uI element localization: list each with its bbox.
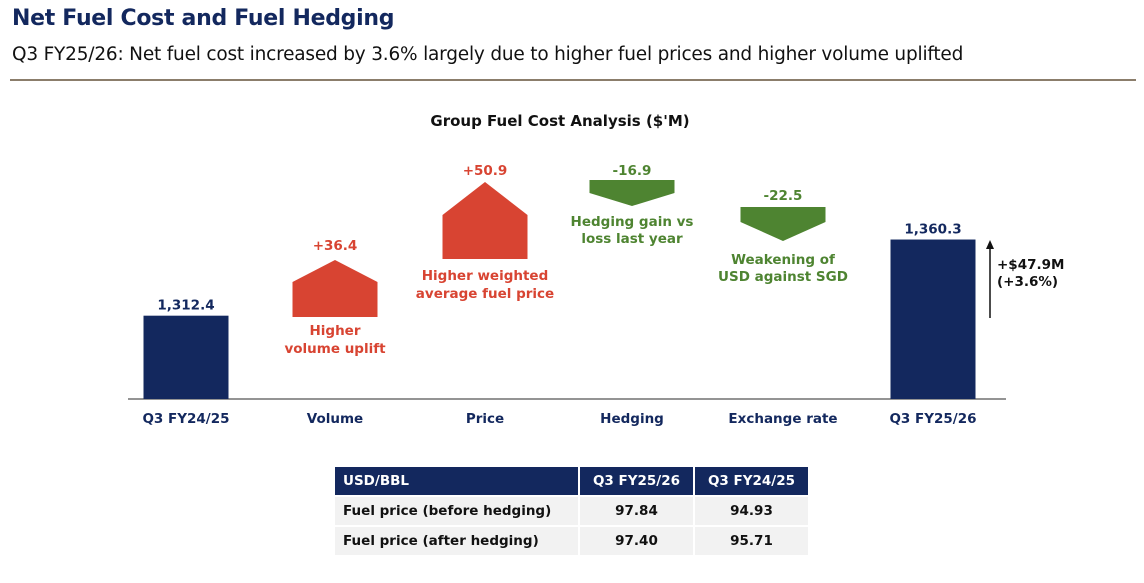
category-label: Volume	[307, 411, 363, 427]
table-cell: 97.84	[579, 495, 695, 526]
chart-title: Group Fuel Cost Analysis ($'M)	[430, 112, 689, 130]
table-cell: 97.40	[579, 525, 695, 555]
title-divider	[10, 79, 1136, 81]
annotation-line: volume uplift	[284, 341, 386, 357]
change-value-label: -22.5	[764, 188, 803, 204]
table-header: Q3 FY25/26	[579, 467, 695, 496]
annotation-line: Weakening of	[731, 252, 835, 268]
annotation-line: Higher weighted	[422, 268, 549, 284]
fuel-price-table: USD/BBL Q3 FY25/26 Q3 FY24/25 Fuel price…	[335, 467, 810, 555]
table-cell: 95.71	[694, 525, 810, 555]
page-subtitle: Q3 FY25/26: Net fuel cost increased by 3…	[12, 44, 964, 65]
decrease-arrow-4	[740, 207, 826, 241]
annotation-line: average fuel price	[416, 286, 554, 302]
category-label: Hedging	[600, 411, 664, 427]
change-value-label: +50.9	[463, 163, 508, 179]
table-row: Fuel price (after hedging) 97.40 95.71	[335, 525, 810, 555]
annotation-line: Higher	[309, 323, 360, 339]
table-header: USD/BBL	[335, 467, 580, 496]
table-header-row: USD/BBL Q3 FY25/26 Q3 FY24/25	[335, 467, 810, 496]
waterfall-chart: Group Fuel Cost Analysis ($'M) 1,312.4 Q3…	[128, 112, 1064, 427]
change-amount: +$47.9M	[997, 257, 1064, 273]
bar-value-label: 1,360.3	[904, 222, 961, 238]
category-label: Q3 FY25/26	[889, 411, 976, 427]
table-row: Fuel price (before hedging) 97.84 94.93	[335, 495, 810, 526]
bar-0	[143, 315, 229, 399]
category-label: Price	[466, 411, 504, 427]
change-percent: (+3.6%)	[997, 274, 1058, 290]
table-header: Q3 FY24/25	[694, 467, 810, 496]
annotation-line: USD against SGD	[718, 269, 848, 285]
bar-5	[890, 239, 976, 399]
increase-arrow-2	[442, 182, 528, 259]
decrease-arrow-3	[589, 180, 675, 206]
change-value-label: -16.9	[613, 163, 652, 179]
table-cell: Fuel price (after hedging)	[335, 525, 580, 555]
annotation-line: Hedging gain vs	[571, 214, 694, 230]
table-cell: Fuel price (before hedging)	[335, 495, 580, 526]
change-value-label: +36.4	[313, 238, 358, 254]
change-arrow-head	[986, 240, 994, 249]
bar-value-label: 1,312.4	[157, 298, 214, 314]
increase-arrow-1	[292, 260, 378, 317]
category-label: Q3 FY24/25	[142, 411, 229, 427]
annotation-line: loss last year	[581, 231, 683, 247]
category-label: Exchange rate	[728, 411, 837, 427]
table-cell: 94.93	[694, 495, 810, 526]
page-title: Net Fuel Cost and Fuel Hedging	[12, 6, 395, 31]
